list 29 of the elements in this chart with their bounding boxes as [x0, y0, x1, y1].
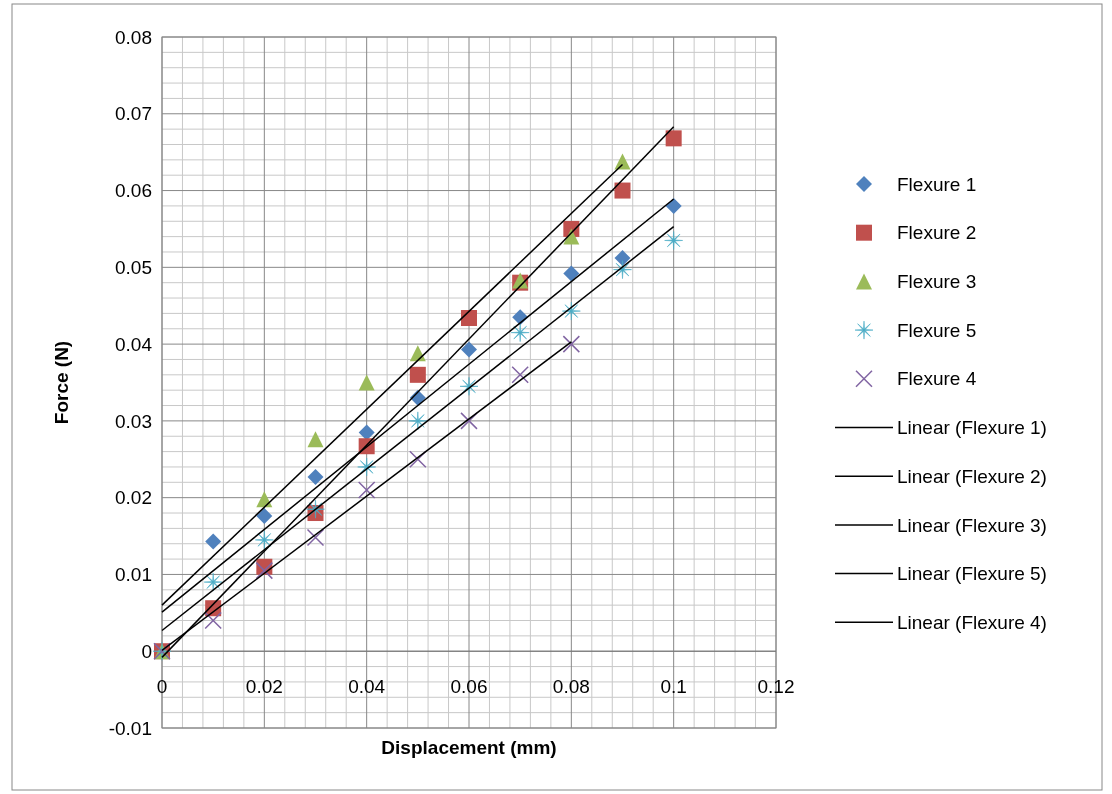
legend-label: Flexure 5	[897, 319, 977, 341]
legend-label: Linear (Flexure 5)	[897, 563, 1047, 585]
y-tick-label: 0.03	[115, 410, 152, 432]
y-tick-label: 0.08	[115, 26, 152, 48]
y-tick-label: 0.06	[115, 180, 152, 202]
x-tick-label: 0.12	[757, 676, 795, 698]
x-axis-title: Displacement (mm)	[381, 737, 557, 758]
legend-label: Flexure 2	[897, 222, 977, 244]
x-tick-label: 0.06	[450, 676, 488, 698]
x-tick-label: 0	[156, 676, 168, 698]
legend-label: Flexure 4	[897, 368, 977, 390]
y-tick-label: 0.05	[115, 256, 152, 278]
legend-label: Linear (Flexure 4)	[897, 611, 1047, 633]
y-tick-label: 0.02	[115, 487, 152, 509]
y-tick-label: 0.04	[115, 333, 153, 355]
legend-label: Linear (Flexure 1)	[897, 417, 1047, 439]
legend-label: Flexure 3	[897, 271, 977, 293]
legend-label: Linear (Flexure 3)	[897, 514, 1047, 536]
y-tick-label: 0.07	[115, 103, 152, 125]
x-tick-label: 0.1	[660, 676, 687, 698]
legend-label: Flexure 1	[897, 173, 977, 195]
y-tick-label: -0.01	[108, 717, 152, 739]
y-tick-label: 0.01	[115, 564, 152, 586]
legend-label: Linear (Flexure 2)	[897, 465, 1047, 487]
y-tick-label: 0	[141, 640, 152, 662]
x-tick-label: 0.04	[348, 676, 386, 698]
x-tick-label: 0.08	[552, 676, 590, 698]
x-tick-label: 0.02	[245, 676, 283, 698]
y-axis-title: Force (N)	[51, 340, 72, 425]
